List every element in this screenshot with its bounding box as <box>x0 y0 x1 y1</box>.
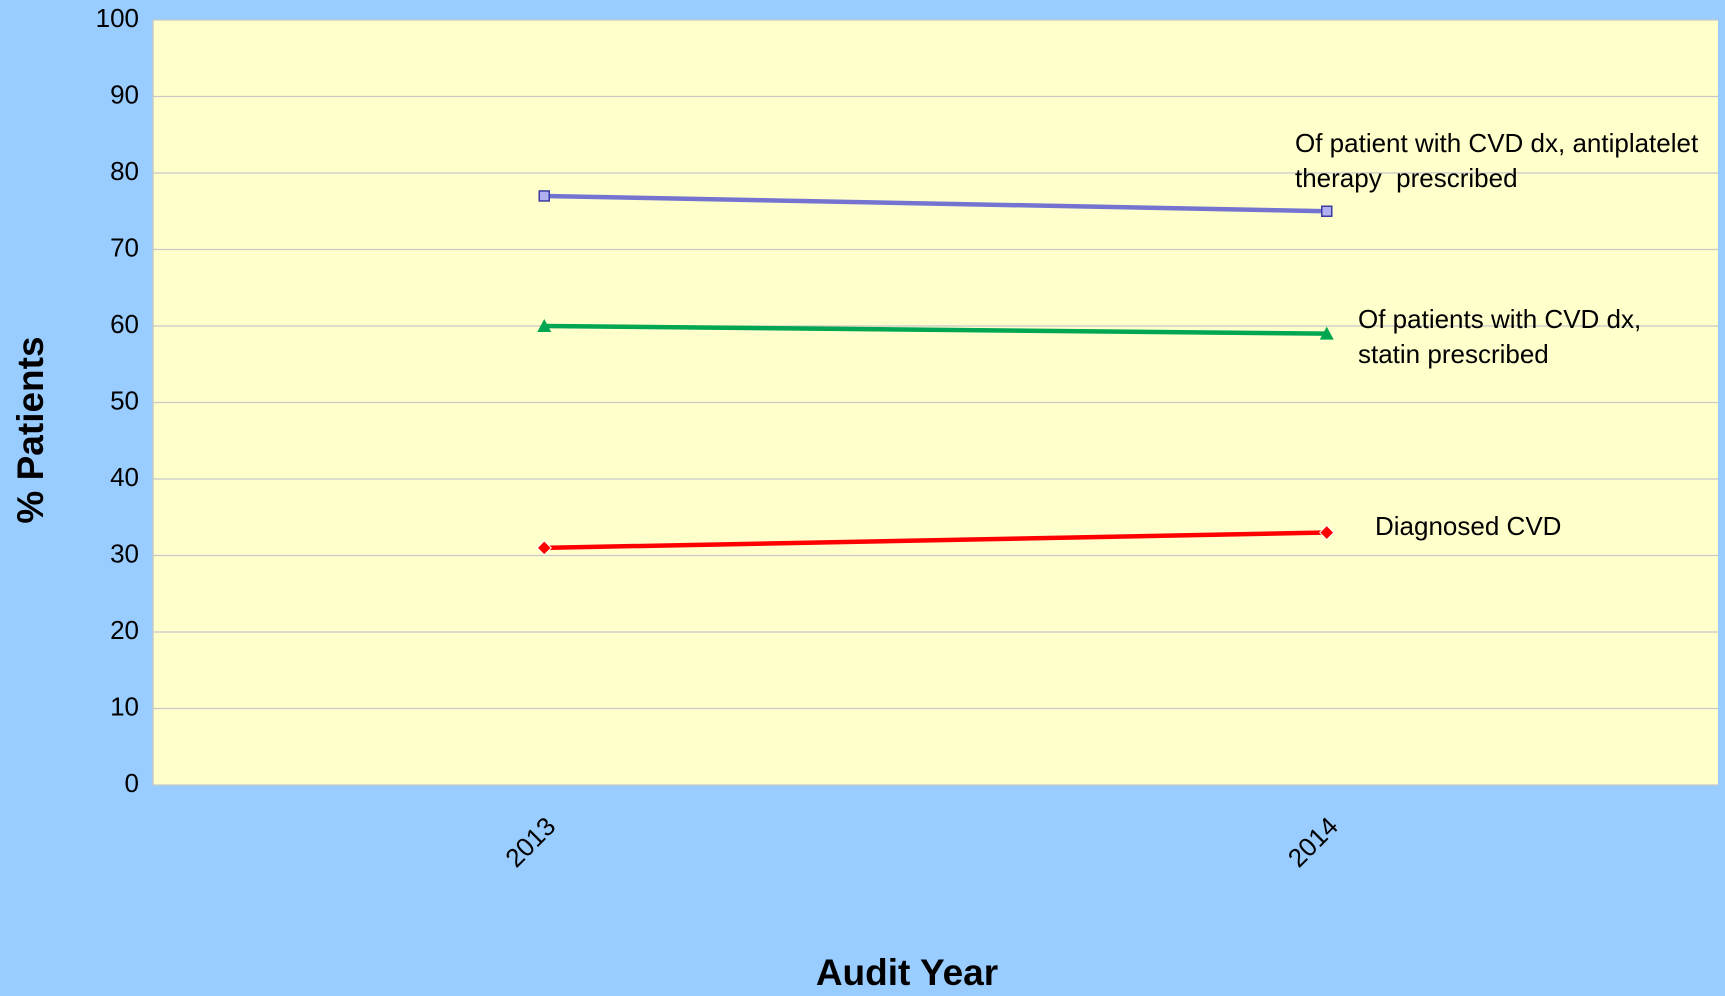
series-label: Of patients with CVD dx, statin prescrib… <box>1358 304 1649 369</box>
marker <box>537 319 552 332</box>
y-tick-label: 60 <box>110 309 139 339</box>
y-tick-label: 100 <box>96 3 139 33</box>
y-tick-label: 10 <box>110 691 139 721</box>
marker <box>1321 205 1333 217</box>
y-tick-label: 50 <box>110 385 139 415</box>
y-tick-label: 40 <box>110 462 139 492</box>
marker <box>1319 326 1334 340</box>
x-axis-title: Audit Year <box>816 952 998 993</box>
series-label: Diagnosed CVD <box>1375 511 1562 541</box>
marker <box>538 190 550 202</box>
y-tick-label: 80 <box>110 156 139 186</box>
series-line <box>544 323 1327 336</box>
x-tick-label: 2013 <box>499 811 561 873</box>
y-tick-label: 90 <box>110 79 139 109</box>
x-tick-label: 2014 <box>1282 811 1344 873</box>
y-tick-label: 20 <box>110 615 139 645</box>
series-line <box>544 530 1327 551</box>
y-axis-title: % Patients <box>10 336 51 523</box>
marker <box>536 540 552 556</box>
y-tick-label: 0 <box>125 768 139 798</box>
series-label: Of patient with CVD dx, antiplatelet the… <box>1295 128 1706 193</box>
series-line <box>544 193 1327 214</box>
marker <box>1319 524 1335 541</box>
y-tick-label: 30 <box>110 538 139 568</box>
y-tick-label: 70 <box>110 232 139 262</box>
